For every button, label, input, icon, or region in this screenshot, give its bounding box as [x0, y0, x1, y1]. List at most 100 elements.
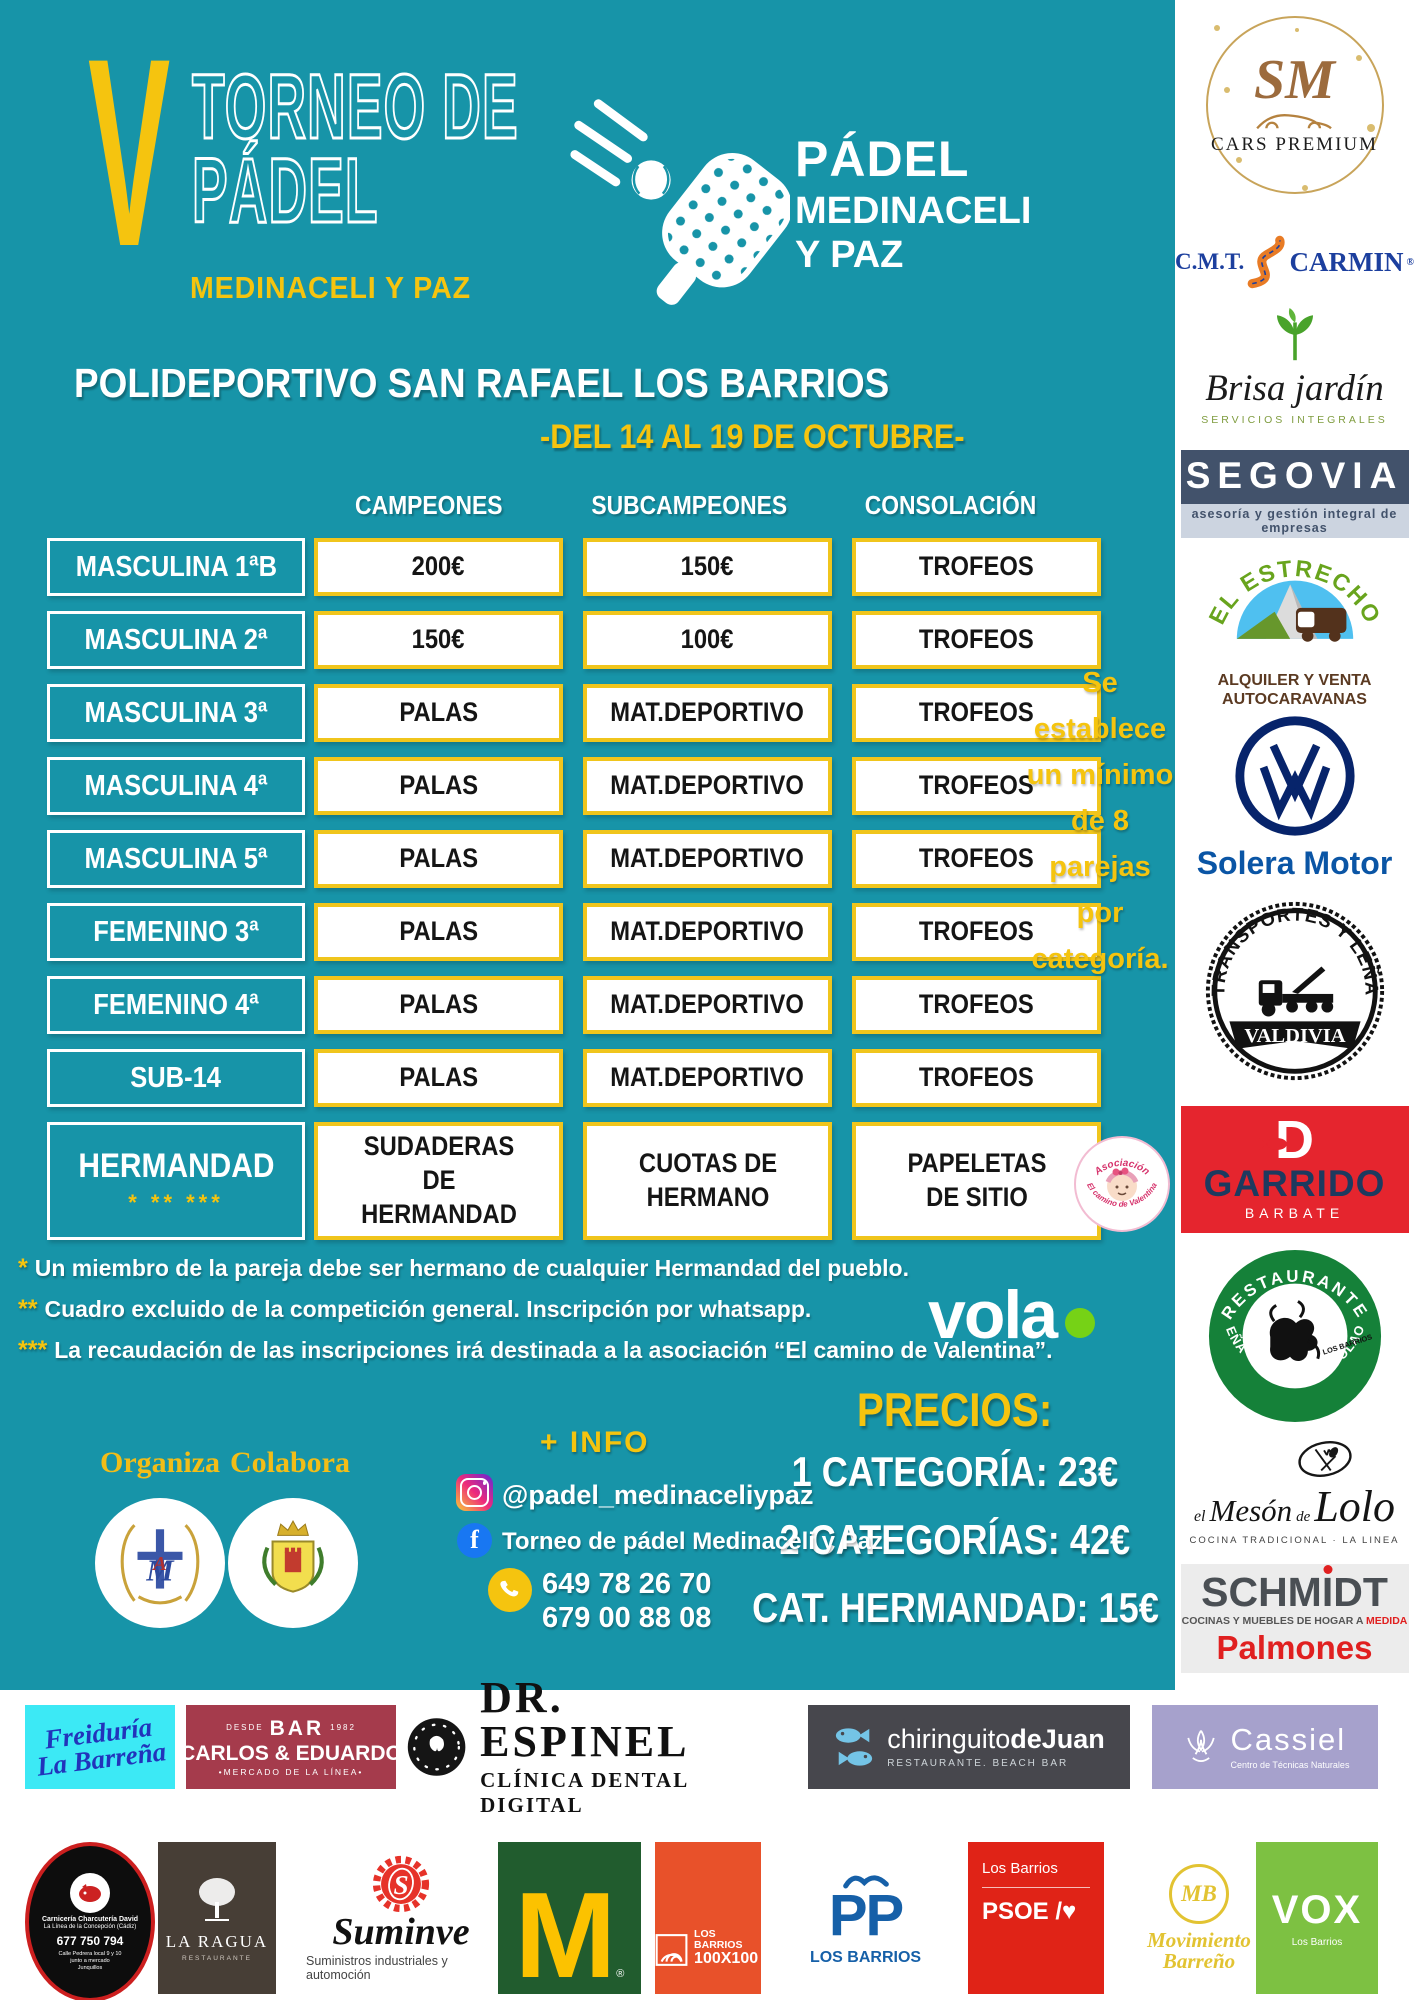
- cell: 100€: [681, 624, 734, 655]
- prices-heading: PRECIOS:: [857, 1383, 1053, 1436]
- cell: MAT.DEPORTIVO: [610, 989, 805, 1020]
- table-row: SUB-14 PALAS MAT.DEPORTIVO TROFEOS: [47, 1049, 1101, 1107]
- row-label: MASCULINA 1ªB: [75, 550, 277, 583]
- cell: 150€: [412, 624, 465, 655]
- facebook-icon: f: [457, 1523, 492, 1558]
- row-label: MASCULINA 5ª: [84, 842, 268, 875]
- sponsor-chiringuito-de-juan: chiringuitodeJuan RESTAURANTE. BEACH BAR: [808, 1705, 1130, 1789]
- cell: MAT.DEPORTIVO: [610, 916, 805, 947]
- sponsor-la-ragua: LA RAGUA RESTAURANTE: [158, 1842, 276, 1994]
- colabora-label: Colabora: [230, 1446, 350, 1479]
- cell: PALAS: [399, 989, 478, 1020]
- row-label: SUB-14: [130, 1061, 222, 1094]
- table-row: FEMENINO 4ª PALAS MAT.DEPORTIVO TROFEOS: [47, 976, 1101, 1034]
- organiza-label: Organiza: [100, 1446, 220, 1479]
- sponsor-psoe-los-barrios: Los Barrios PSOE /♥: [968, 1842, 1104, 1994]
- gold-speckles-icon: [1294, 28, 1299, 32]
- fish-pair-icon: [836, 1728, 873, 1766]
- sponsor-cassiel: Cassiel Centro de Técnicas Naturales: [1152, 1705, 1378, 1789]
- sponsor-sm-cars-premium: SM CARS PREMIUM: [1175, 16, 1414, 194]
- row-label: FEMENINO 4ª: [93, 988, 259, 1021]
- price-line-1: 1 CATEGORÍA: 23€: [791, 1448, 1119, 1495]
- footnote-1: * Un miembro de la pareja debe ser herma…: [18, 1254, 909, 1282]
- vola-dot-icon: [1065, 1308, 1096, 1338]
- header-subcampeones: SUBCAMPEONES: [591, 490, 788, 520]
- mb-monogram-icon: MB: [1169, 1864, 1229, 1924]
- road-icon: [1247, 235, 1285, 289]
- cell: PAPELETAS DE SITIO: [906, 1148, 1047, 1212]
- car-outline-icon: [1255, 113, 1332, 129]
- heart-icon: ♥: [1062, 1898, 1077, 1925]
- cutlery-icon: [1297, 1441, 1352, 1477]
- club-logo-line2: MEDINACELI: [795, 190, 1032, 232]
- cell: 150€: [681, 551, 734, 582]
- club-logo-line1: PÁDEL: [795, 131, 970, 187]
- cell: 200€: [412, 551, 465, 582]
- gull-icon: [842, 1875, 889, 1889]
- row-label: FEMENINO 3ª: [93, 915, 259, 948]
- table-row: MASCULINA 3ª PALAS MAT.DEPORTIVO TROFEOS: [47, 684, 1101, 742]
- fish-icon: [1259, 1138, 1287, 1150]
- truck-badge-icon: TRANSPORTES Y LEÑA VALDIVIA: [1205, 901, 1384, 1081]
- pig-icon: [70, 1872, 110, 1913]
- svg-text:S: S: [393, 1869, 408, 1899]
- sponsor-carniceria-david: Carnicería Charcutería David La Línea de…: [25, 1842, 155, 2000]
- info-heading: + INFO: [540, 1426, 650, 1459]
- table-row: MASCULINA 1ªB 200€ 150€ TROFEOS: [47, 538, 1101, 596]
- bull-badge-icon: RESTAURANTE PEÑA “EL TORO EMBOLAO” LOS B…: [1200, 1234, 1381, 1423]
- price-line-2: 2 CATEGORÍAS: 42€: [779, 1516, 1131, 1563]
- sponsor-transportes-valdivia: TRANSPORTES Y LEÑA VALDIVIA: [1175, 898, 1414, 1089]
- price-line-3: CAT. HERMANDAD: 15€: [751, 1584, 1159, 1631]
- minimum-pairs-note: Se establece un mínimo de 8 parejas por …: [1026, 667, 1174, 975]
- row-stars: * ** ***: [128, 1189, 224, 1215]
- sponsor-schmidt: SCHMIDT COCINAS Y MUEBLES DE HOGAR A MED…: [1175, 1564, 1414, 1673]
- camper-mountain-icon: EL ESTRECHO: [1203, 555, 1384, 642]
- club-logo-text: PÁDEL MEDINACELI Y PAZ: [795, 134, 1031, 274]
- footnote-2: ** Cuadro excluido de la competición gen…: [18, 1295, 812, 1323]
- cell: TROFEOS: [919, 697, 1034, 728]
- sponsor-brisa-jardin: Brisa jardín SERVICIOS INTEGRALES: [1175, 308, 1414, 426]
- cell: TROFEOS: [919, 843, 1034, 874]
- lotus-icon: [1186, 1730, 1215, 1762]
- row-label: MASCULINA 2ª: [84, 623, 268, 656]
- phone-number-2: 679 00 88 08: [542, 1602, 712, 1634]
- cell: TROFEOS: [919, 624, 1034, 655]
- title-line1: TORNEO DE: [191, 56, 519, 158]
- table-row: MASCULINA 2ª 150€ 100€ TROFEOS: [47, 611, 1101, 669]
- plant-icon: [1276, 308, 1313, 361]
- svg-text:M: M: [145, 1553, 175, 1587]
- sponsor-suminve: S Suminve Suministros industriales y aut…: [306, 1842, 496, 1994]
- title-line2: PÁDEL: [191, 140, 379, 242]
- sponsor-dr-espinel: DR. ESPINEL CLÍNICA DENTAL DIGITAL: [405, 1676, 785, 1817]
- row-label: HERMANDAD: [77, 1146, 275, 1185]
- cell: TROFEOS: [919, 770, 1034, 801]
- cell: SUDADERAS DE HERMANDAD: [360, 1131, 517, 1229]
- dates-line: -DEL 14 AL 19 DE OCTUBRE-: [540, 418, 965, 456]
- sponsor-sidebar: SM CARS PREMIUM C.M.T. CARMIN ® Brisa: [1175, 0, 1414, 1690]
- sponsor-toro-embolao: RESTAURANTE PEÑA “EL TORO EMBOLAO” LOS B…: [1175, 1234, 1414, 1431]
- bridge-arches-icon: [655, 1934, 688, 1966]
- phone-number-1: 649 78 26 70: [542, 1568, 712, 1600]
- table-row: FEMENINO 3ª PALAS MAT.DEPORTIVO TROFEOS: [47, 903, 1101, 961]
- row-label: MASCULINA 4ª: [84, 769, 268, 802]
- phone-icon: [488, 1568, 532, 1612]
- hermandad-crest-icon: M A: [95, 1498, 225, 1628]
- cell: PALAS: [399, 843, 478, 874]
- edition-numeral: V: [88, 2, 171, 302]
- dental-badge-icon: [407, 1718, 466, 1776]
- prize-table-header: CAMPEONES SUBCAMPEONES CONSOLACIÓN: [47, 490, 1077, 521]
- sponsor-bar-carlos-eduardo: DESDE BAR 1982 CARLOS & EDUARDO •MERCADO…: [180, 1705, 402, 1789]
- svg-text:TRANSPORTES Y LEÑA: TRANSPORTES Y LEÑA: [1207, 903, 1382, 996]
- vola-logo: vola: [928, 1276, 1096, 1354]
- cell: TROFEOS: [919, 1062, 1034, 1093]
- table-row: MASCULINA 5ª PALAS MAT.DEPORTIVO TROFEOS: [47, 830, 1101, 888]
- cell: CUOTAS DE HERMANO: [638, 1148, 777, 1212]
- sponsor-vox-los-barrios: VOX Los Barrios: [1256, 1842, 1378, 1994]
- header-consolacion: CONSOLACIÓN: [864, 490, 1037, 520]
- sponsor-mcdonalds: M ®: [498, 1842, 641, 1996]
- cell: MAT.DEPORTIVO: [610, 770, 805, 801]
- padel-racket-icon: [570, 99, 790, 305]
- valentina-association-badge: Asociación El camino de Valentina: [1074, 1136, 1170, 1232]
- sponsor-cmt-carmin: C.M.T. CARMIN ®: [1175, 228, 1414, 296]
